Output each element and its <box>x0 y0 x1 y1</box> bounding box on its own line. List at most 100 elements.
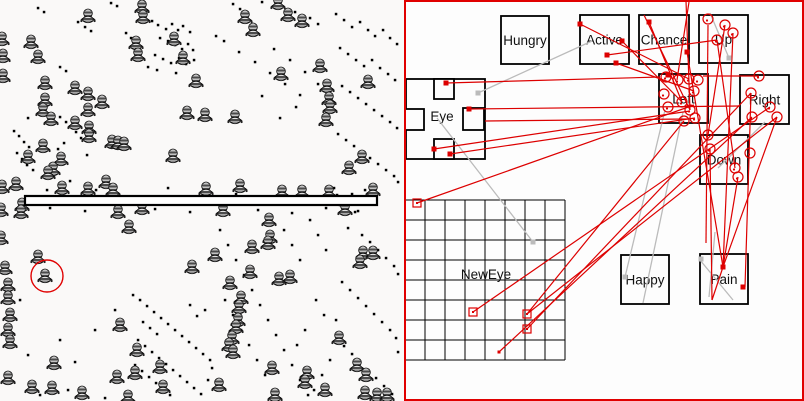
creature[interactable] <box>318 78 336 94</box>
creature[interactable] <box>281 269 299 285</box>
creature[interactable] <box>231 178 249 194</box>
neuron-circle[interactable] <box>683 73 695 85</box>
creature[interactable] <box>165 31 183 47</box>
neuron-circle[interactable] <box>746 111 758 123</box>
creature[interactable] <box>53 180 71 196</box>
creature[interactable] <box>174 50 192 66</box>
neuron-circle[interactable] <box>753 70 765 82</box>
creature[interactable] <box>266 387 284 401</box>
creature[interactable] <box>0 260 14 276</box>
creature[interactable] <box>206 247 224 263</box>
creature[interactable] <box>66 80 84 96</box>
creature[interactable] <box>79 181 97 197</box>
creature[interactable] <box>311 58 329 74</box>
creature[interactable] <box>236 9 254 25</box>
creature[interactable] <box>187 73 205 89</box>
creature[interactable] <box>108 369 126 385</box>
creature[interactable] <box>226 109 244 125</box>
neuron-circle[interactable] <box>771 111 783 123</box>
creature[interactable] <box>244 22 262 38</box>
neuron-circle[interactable] <box>719 19 731 31</box>
creature[interactable] <box>36 268 54 284</box>
creature[interactable] <box>183 259 201 275</box>
creature[interactable] <box>23 379 41 395</box>
creature[interactable] <box>316 382 334 398</box>
neuron-circle[interactable] <box>702 13 714 25</box>
neuron-circle[interactable] <box>692 74 704 86</box>
neuron-circle[interactable] <box>662 101 674 113</box>
creature[interactable] <box>19 149 37 165</box>
creature[interactable] <box>0 68 12 84</box>
creature[interactable] <box>0 277 17 293</box>
creature[interactable] <box>330 330 348 346</box>
eye-sub-box[interactable] <box>433 78 455 100</box>
creature[interactable] <box>353 149 371 165</box>
creature[interactable] <box>0 322 17 338</box>
creature[interactable] <box>260 212 278 228</box>
creature[interactable] <box>93 94 111 110</box>
creature[interactable] <box>221 275 239 291</box>
neuron-circle[interactable] <box>732 171 744 183</box>
creature[interactable] <box>79 86 97 102</box>
creature[interactable] <box>66 115 84 131</box>
creature[interactable] <box>154 379 172 395</box>
creature[interactable] <box>128 342 146 358</box>
creature[interactable] <box>120 219 138 235</box>
neuron-circle[interactable] <box>689 112 701 124</box>
creature[interactable] <box>119 389 137 401</box>
creature[interactable] <box>272 66 290 82</box>
creature[interactable] <box>79 102 97 118</box>
creature[interactable] <box>0 179 11 195</box>
neuron-circle[interactable] <box>688 85 700 97</box>
creature[interactable] <box>22 34 40 50</box>
creature[interactable] <box>73 385 91 401</box>
eye-sub-box[interactable] <box>406 108 425 131</box>
eye-sub-box[interactable] <box>462 107 485 131</box>
neuron-circle[interactable] <box>704 143 716 155</box>
neuron-box-right[interactable] <box>739 74 790 125</box>
creature[interactable] <box>359 74 377 90</box>
creature[interactable] <box>0 202 10 218</box>
creature[interactable] <box>269 0 287 11</box>
creature[interactable] <box>210 377 228 393</box>
creature[interactable] <box>0 48 12 64</box>
neuron-circle[interactable] <box>676 96 688 108</box>
neuron-circle[interactable] <box>672 74 684 86</box>
creature[interactable] <box>364 182 382 198</box>
creature[interactable] <box>126 365 144 381</box>
creature[interactable] <box>317 112 335 128</box>
brain-panel[interactable]: Eye Hungry Active Chance Up Left Right Down Happ… <box>404 0 804 401</box>
creature[interactable] <box>263 360 281 376</box>
neuron-box-pain[interactable] <box>699 253 749 305</box>
creature[interactable] <box>0 290 17 306</box>
creature[interactable] <box>129 47 147 63</box>
creature[interactable] <box>109 204 127 220</box>
creature[interactable] <box>178 105 196 121</box>
neuron-circle[interactable] <box>711 34 723 46</box>
creature[interactable] <box>356 385 374 401</box>
world-panel[interactable] <box>0 0 404 401</box>
creature[interactable] <box>43 380 61 396</box>
neuron-circle[interactable] <box>727 27 739 39</box>
creature[interactable] <box>243 239 261 255</box>
creature[interactable] <box>340 160 358 176</box>
neuron-circle[interactable] <box>745 87 757 99</box>
creature[interactable] <box>111 317 129 333</box>
creature[interactable] <box>164 148 182 164</box>
neuron-box-happy[interactable] <box>620 254 670 305</box>
neuron-circle[interactable] <box>684 104 696 116</box>
creature[interactable] <box>34 138 52 154</box>
neuron-circle[interactable] <box>660 71 672 83</box>
creature[interactable] <box>279 7 297 23</box>
neuron-circle[interactable] <box>764 101 776 113</box>
neuron-circle[interactable] <box>744 147 756 159</box>
creature[interactable] <box>79 8 97 24</box>
neuron-circle[interactable] <box>678 115 690 127</box>
creature[interactable] <box>29 249 47 265</box>
creature[interactable] <box>36 75 54 91</box>
creature[interactable] <box>151 359 169 375</box>
creature[interactable] <box>241 264 259 280</box>
creature[interactable] <box>1 307 19 323</box>
creature[interactable] <box>29 49 47 65</box>
creature[interactable] <box>293 13 311 29</box>
